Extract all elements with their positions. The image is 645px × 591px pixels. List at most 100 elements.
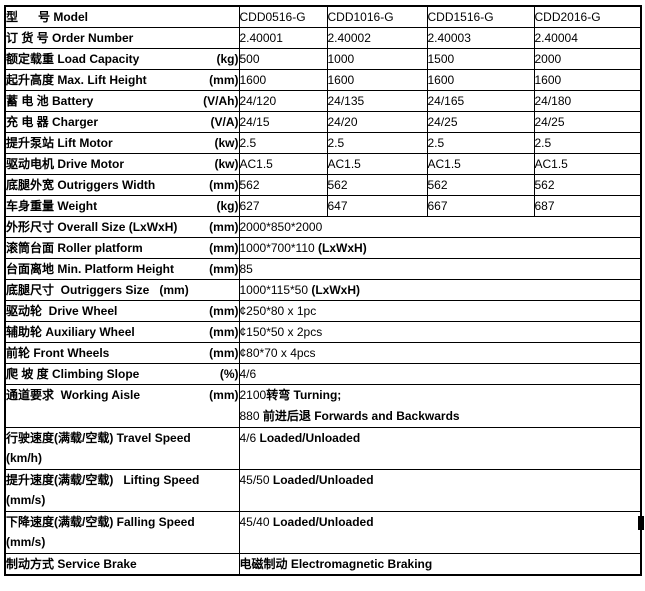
row-label-cell: 车身重量 Weight (kg) — [4, 195, 240, 217]
table-row: 订 货 号 Order Number 2.40001 2.40002 2.40003 2… — [4, 27, 642, 49]
spec-value-segment: ¢80*70 x 4pcs — [239, 346, 316, 360]
row-unit: (V/Ah) — [203, 94, 239, 108]
spec-value-line: 4/6 Loaded/Unloaded — [240, 429, 640, 450]
table-row: 蓄 电 池 Battery (V/Ah) 24/120 24/135 24/165 24/… — [4, 90, 642, 112]
spec-value-cell: 2.5 — [326, 132, 428, 154]
row-label-cell: 底腿外宽 Outriggers Width (mm) — [4, 174, 240, 196]
spec-value-segment: 85 — [239, 262, 253, 276]
row-label-cell: 滚筒台面 Roller platform (mm) — [4, 237, 240, 259]
spec-value-cell: 647 — [326, 195, 428, 217]
row-unit: (mm) — [209, 325, 239, 339]
spec-value-line: 电磁制动 Electromagnetic Braking — [240, 554, 640, 574]
spec-value-cell: 24/180 — [533, 90, 642, 112]
row-unit: (%) — [219, 367, 239, 381]
table-row: 驱动轮 Drive Wheel (mm) ¢250*80 x 1pc — [4, 300, 642, 322]
spec-value-segment: 前进后退 Forwards and Backwards — [262, 409, 460, 423]
right-border-mark — [638, 516, 644, 530]
spec-value-cell: 24/25 — [533, 111, 642, 133]
row-label: 蓄 电 池 Battery — [6, 94, 94, 108]
spec-value-segment: 45/40 — [239, 515, 273, 529]
spec-value-cell: 24/120 — [238, 90, 328, 112]
row-label: 行驶速度(满载/空载) Travel Speed — [6, 431, 191, 445]
table-row: 底腿外宽 Outriggers Width (mm) 562 562 562 562 — [4, 174, 642, 196]
spec-value-cell: CDD0516-G — [238, 5, 328, 28]
spec-value-segment: 880 — [239, 409, 263, 423]
table-row: 爬 坡 度 Climbing Slope (%) 4/6 — [4, 363, 642, 385]
row-unit: (kg) — [216, 52, 239, 66]
row-label-cell: 下降速度(满载/空载) Falling Speed (mm/s) — [4, 511, 240, 554]
row-label-cell: 外形尺寸 Overall Size (LxWxH) (mm) — [4, 216, 240, 238]
spec-value-span-cell: ¢250*80 x 1pc — [238, 300, 642, 322]
table-row: 额定载重 Load Capacity (kg) 500 1000 1500 2000 — [4, 48, 642, 70]
spec-value-cell: 1600 — [533, 69, 642, 91]
spec-value-cell: 500 — [238, 48, 328, 70]
spec-value-cell: 1600 — [426, 69, 535, 91]
row-label: 额定载重 Load Capacity — [6, 52, 140, 66]
row-unit: (V/A) — [210, 115, 239, 129]
spec-value-segment: 1000*115*50 — [239, 283, 312, 297]
row-label: 提升泵站 Lift Motor — [6, 136, 113, 150]
spec-value-span-cell: 1000*700*110 (LxWxH) — [238, 237, 642, 259]
spec-value-segment: 2000*850*2000 — [239, 220, 323, 234]
spec-value-span-cell: 85 — [238, 258, 642, 280]
spec-value-cell: 24/135 — [326, 90, 428, 112]
spec-value-cell: AC1.5 — [238, 153, 328, 175]
row-label-cell: 额定载重 Load Capacity (kg) — [4, 48, 240, 70]
table-row: 充 电 器 Charger (V/A) 24/15 24/20 24/25 24/25 — [4, 111, 642, 133]
row-label-cell: 提升泵站 Lift Motor (kw) — [4, 132, 240, 154]
spec-value-cell: 1000 — [326, 48, 428, 70]
row-label-cell: 前轮 Front Wheels (mm) — [4, 342, 240, 364]
row-label: 起升高度 Max. Lift Height — [6, 73, 147, 87]
row-unit: (mm) — [209, 73, 239, 87]
row-unit: (mm) — [209, 388, 239, 402]
row-label: 驱动电机 Drive Motor — [6, 157, 125, 171]
row-label: 辅助轮 Auxiliary Wheel — [6, 325, 135, 339]
spec-value-cell: 1600 — [326, 69, 428, 91]
spec-value-line: 45/50 Loaded/Unloaded — [240, 471, 640, 492]
row-label: 驱动轮 Drive Wheel — [6, 304, 118, 318]
row-unit-line2: (mm/s) — [6, 493, 46, 507]
row-label: 台面离地 Min. Platform Height — [6, 262, 175, 276]
row-label-cell: 起升高度 Max. Lift Height (mm) — [4, 69, 240, 91]
row-unit: (mm) — [209, 346, 239, 360]
row-unit: (mm) — [209, 241, 239, 255]
row-label-cell: 驱动轮 Drive Wheel (mm) — [4, 300, 240, 322]
spec-value-line: ¢250*80 x 1pc — [239, 302, 640, 321]
spec-value-segment: ¢150*50 x 2pcs — [239, 325, 323, 339]
spec-value-span-cell: 4/6 — [238, 363, 642, 385]
row-label: 滚筒台面 Roller platform — [6, 241, 143, 255]
row-label: 车身重量 Weight — [6, 199, 98, 213]
spec-value-span-cell: 45/40 Loaded/Unloaded — [238, 511, 642, 554]
spec-value-cell: 24/20 — [326, 111, 428, 133]
spec-value-segment: (LxWxH) — [311, 283, 361, 297]
row-label: 底腿尺寸 Outriggers Size (mm) — [6, 283, 189, 297]
row-unit: (mm) — [209, 178, 239, 192]
spec-value-line: 4/6 — [239, 365, 640, 384]
spec-value-cell: 2.40003 — [426, 27, 535, 49]
row-label: 底腿外宽 Outriggers Width — [6, 178, 156, 192]
spec-value-line: 2000*850*2000 — [239, 218, 640, 237]
row-label: 充 电 器 Charger — [6, 115, 99, 129]
spec-value-segment: ¢250*80 x 1pc — [239, 304, 317, 318]
row-label-cell: 制动方式 Service Brake — [4, 553, 240, 576]
spec-value-segment: 4/6 — [239, 367, 257, 381]
table-row: 台面离地 Min. Platform Height (mm) 85 — [4, 258, 642, 280]
spec-value-segment: 2100 — [239, 388, 267, 402]
spec-value-cell: CDD2016-G — [533, 5, 642, 28]
spec-value-line: 1000*115*50 (LxWxH) — [239, 281, 640, 300]
table-row: 行驶速度(满载/空载) Travel Speed (km/h) 4/6 Loaded… — [4, 427, 642, 470]
spec-value-line: 85 — [239, 260, 640, 279]
spec-value-span-cell: 1000*115*50 (LxWxH) — [238, 279, 642, 301]
row-label: 爬 坡 度 Climbing Slope — [6, 367, 140, 381]
spec-value-cell: 2.5 — [238, 132, 328, 154]
row-label: 提升速度(满载/空载) Lifting Speed — [6, 473, 200, 487]
spec-value-segment: Loaded/Unloaded — [259, 431, 361, 445]
spec-value-cell: 24/15 — [238, 111, 328, 133]
row-label: 下降速度(满载/空载) Falling Speed — [6, 515, 195, 529]
table-row: 提升速度(满载/空载) Lifting Speed (mm/s) 45/50 Loa… — [4, 469, 642, 512]
row-unit: (mm) — [209, 220, 239, 234]
spec-value-cell: AC1.5 — [426, 153, 535, 175]
spec-value-cell: 687 — [533, 195, 642, 217]
spec-value-cell: 562 — [238, 174, 328, 196]
